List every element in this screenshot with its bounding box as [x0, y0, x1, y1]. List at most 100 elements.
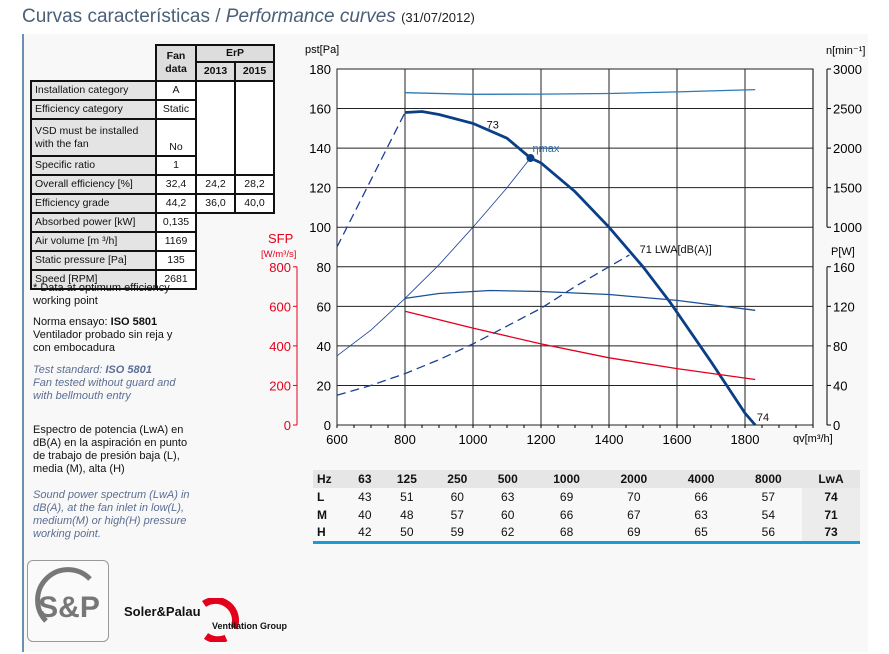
fan-value: 135: [155, 250, 197, 271]
y-tick-label: 140: [309, 141, 331, 156]
sound-cell: 500: [482, 470, 533, 488]
sound-cell: 71: [802, 506, 860, 524]
sfp-tick-label: 0: [284, 418, 291, 433]
n-tick-label: 2000: [833, 141, 862, 156]
sound-cell: 57: [761, 490, 776, 504]
test-standard-note: Test standard: ISO 5801 Fan tested withou…: [33, 364, 176, 402]
sound-cell: 4000: [667, 470, 735, 488]
series-line-3: [404, 310, 756, 381]
x-tick-label: 800: [394, 432, 416, 447]
fan-table-row: Overall efficiency [%] 32,4 24,2 28,2: [30, 174, 275, 195]
erp-2015-value: 40,0: [234, 193, 275, 214]
erp-2015-value: 28,2: [234, 174, 275, 195]
fan-value: 1169: [155, 231, 197, 252]
sfp-tick-label: 200: [269, 378, 291, 393]
row-label: Efficiency category: [30, 99, 157, 120]
erp-2013-value: 36,0: [195, 193, 236, 214]
sound-spectrum-table: Hz 63 125 250 500 1000 2000 4000 8000 LwA L 43 51 60 6…: [313, 470, 860, 544]
row-label: Static pressure [Pa]: [30, 250, 157, 271]
p-tick-label: 40: [833, 378, 847, 393]
sound-cell: 1000: [532, 470, 601, 488]
sound-cell: 73: [802, 524, 860, 542]
row-label: Air volume [m ³/h]: [30, 231, 157, 252]
svg-text:S&P: S&P: [38, 591, 100, 624]
y-tick-label: 60: [317, 299, 331, 314]
fan-table-row: VSD must be installed with the fan No: [30, 118, 274, 157]
spectrum-note: Sound power spectrum (LwA) in dB(A), at …: [33, 489, 190, 540]
sound-cell: 2000: [600, 470, 668, 488]
x-tick-label: 1200: [527, 432, 556, 447]
sound-cell: 50: [400, 525, 414, 540]
sfp-tick-label: 600: [269, 299, 291, 314]
sound-cell: 65: [694, 525, 708, 540]
y-tick-label: 100: [309, 220, 331, 235]
n-axis-label: n[min⁻¹]: [826, 45, 865, 57]
fan-value: A: [155, 80, 197, 101]
sound-cell: 70: [627, 490, 641, 504]
series-line-4: [336, 157, 531, 357]
y-tick-label: 20: [317, 378, 331, 393]
sound-cell: 66: [694, 490, 708, 504]
sfp-axis-unit: [W/m³/s]: [261, 249, 296, 260]
n-tick-label: 3000: [833, 62, 862, 77]
chart-annotation: 71 LWA[dB(A)]: [640, 244, 712, 256]
series-line-5: [336, 112, 406, 248]
sound-row: M 40 48 57 60 66 67 63 54 71: [313, 506, 860, 524]
fan-table-row: Efficiency category Static: [30, 99, 274, 120]
sound-cell: LwA: [802, 470, 860, 488]
sound-cell: 48: [400, 508, 414, 522]
sfp-tick-label: 400: [269, 339, 291, 354]
sound-cell: 69: [559, 490, 574, 504]
row-label: Speed [RPM]: [30, 269, 157, 290]
sfp-axis-label: SFP: [268, 231, 293, 246]
sound-cell: M: [317, 508, 327, 522]
chart-annotation: ηmax: [533, 143, 560, 155]
n-tick-label: 1500: [833, 181, 862, 196]
fan-value: 1: [155, 155, 197, 176]
fan-value: 0,135: [155, 212, 197, 233]
optimum-point: [526, 154, 535, 162]
fan-value: No: [155, 118, 197, 157]
n-tick-label: 1000: [833, 220, 862, 235]
fan-table-row: Air volume [m ³/h] 1169: [30, 231, 274, 252]
chart-annotation: 73: [487, 119, 499, 131]
sound-cell: 43: [358, 490, 372, 504]
p-tick-label: 0: [833, 418, 840, 433]
y-tick-label: 120: [309, 181, 331, 196]
chart-annotation: 74: [757, 412, 769, 424]
sound-cell: 42: [358, 525, 372, 540]
sound-cell: 68: [559, 525, 574, 540]
p-tick-label: 160: [833, 260, 855, 275]
y-axis-label: pst[Pa]: [305, 44, 339, 56]
norma-note: Norma ensayo: ISO 5801 Ventilador probado…: [33, 316, 173, 354]
sound-cell: 63: [501, 490, 515, 504]
fan-table-row: Static pressure [Pa] 135: [30, 250, 274, 271]
fan-value: 2681: [155, 269, 197, 290]
sound-cell: 62: [501, 525, 515, 540]
row-label: Specific ratio: [30, 155, 157, 176]
sound-cell: 250: [432, 470, 483, 488]
brand-group: Ventilation Group: [212, 621, 288, 631]
fan-table-row: Specific ratio 1: [30, 155, 274, 176]
sound-cell: 63: [348, 470, 382, 488]
row-label: Absorbed power [kW]: [30, 212, 157, 233]
fan-table-row: Efficiency grade 44,2 36,0 40,0: [30, 193, 275, 214]
sound-cell: L: [317, 490, 325, 504]
sound-cell: 60: [501, 508, 515, 522]
sound-cell: 59: [450, 525, 464, 540]
y-tick-label: 40: [317, 339, 331, 354]
page-title: Curvas características / Performance cur…: [22, 6, 475, 27]
sound-header-row: Hz 63 125 250 500 1000 2000 4000 8000 LwA: [313, 470, 860, 488]
x-tick-label: 1000: [459, 432, 488, 447]
fan-data-table: Fan data ErP 2013 2015 Installation catego…: [30, 44, 275, 290]
x-tick-label: 1800: [731, 432, 760, 447]
x-axis-label: qv[m³/h]: [793, 433, 833, 445]
sound-cell: Hz: [313, 470, 348, 488]
sound-cell: 60: [450, 490, 464, 504]
sound-row: H 42 50 59 62 68 69 65 56 73: [313, 524, 860, 542]
sound-cell: 67: [627, 508, 641, 522]
sound-row: L 43 51 60 63 69 70 66 57 74: [313, 488, 860, 506]
x-tick-label: 600: [326, 432, 348, 447]
erp-2013-value: 24,2: [195, 174, 236, 195]
